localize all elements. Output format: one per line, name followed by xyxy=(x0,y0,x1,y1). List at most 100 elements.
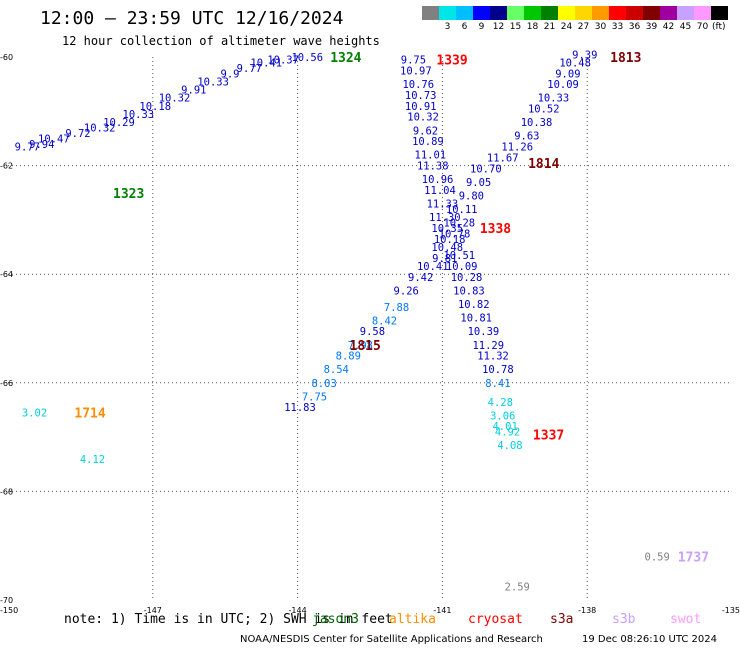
legend-swatch xyxy=(592,6,609,20)
wave-height-value: 10.32 xyxy=(84,123,116,135)
wave-height-value: 10.47 xyxy=(38,133,70,145)
footnote: note: 1) Time is in UTC; 2) SWH is in fe… xyxy=(64,612,393,627)
track-time-label: 1339 xyxy=(436,54,467,69)
wave-height-value: 7.98 xyxy=(348,340,373,352)
chart-title: 12:00 — 23:59 UTC 12/16/2024 xyxy=(40,8,344,29)
wave-height-value: 10.91 xyxy=(405,101,437,113)
wave-height-value: 3.02 xyxy=(22,408,47,420)
wave-height-value: 11.38 xyxy=(417,161,449,173)
x-tick-label: -144 xyxy=(289,606,307,615)
wave-height-value: 10.73 xyxy=(405,90,437,102)
wave-height-value: 9.72 xyxy=(65,128,90,140)
legend-tick-label: 6 xyxy=(461,22,468,32)
legend-tick-label: 24 xyxy=(560,22,573,32)
wave-height-value: 11.01 xyxy=(415,150,447,162)
wave-height-value: 9.39 xyxy=(572,49,597,61)
legend-tick-label: 39 xyxy=(645,22,658,32)
wave-height-value: 10.41 xyxy=(417,261,449,273)
wave-height-value: 8.42 xyxy=(372,315,397,327)
wave-height-value: 10.97 xyxy=(400,66,432,78)
wave-height-value: 10.78 xyxy=(482,364,514,376)
satellite-label-s3a: s3a xyxy=(550,612,574,627)
wave-height-value: 11.32 xyxy=(477,351,509,363)
track-time-label: 1338 xyxy=(480,222,511,237)
legend-tick-label: 18 xyxy=(526,22,539,32)
wave-height-value: 10.18 xyxy=(139,101,171,113)
legend-swatch xyxy=(575,6,592,20)
legend-swatch xyxy=(541,6,558,20)
wave-height-value: 10.11 xyxy=(446,204,478,216)
wave-height-value: 10.81 xyxy=(460,313,492,325)
wave-height-value: 8.89 xyxy=(336,351,361,363)
wave-height-value: 9.09 xyxy=(555,68,580,80)
track-time-label: 1737 xyxy=(678,551,709,566)
legend-swatch xyxy=(439,6,456,20)
wave-height-value: 9.9 xyxy=(221,68,240,80)
wave-height-value: 9.63 xyxy=(514,131,539,143)
wave-height-value: 4.28 xyxy=(488,397,513,409)
wave-height-value: 10.48 xyxy=(431,242,463,254)
legend-swatch xyxy=(456,6,473,20)
legend-swatch xyxy=(473,6,490,20)
legend-swatch xyxy=(490,6,507,20)
track-time-label: 1814 xyxy=(528,157,559,172)
satellite-label-jason3: jason3 xyxy=(312,612,359,627)
wave-height-value: 9.75 xyxy=(401,55,426,67)
legend-swatch xyxy=(694,6,711,20)
wave-height-value: 4.01 xyxy=(492,421,517,433)
wave-height-value: 10.48 xyxy=(559,57,591,69)
wave-height-value: 10.96 xyxy=(422,174,454,186)
wave-height-value: 9.62 xyxy=(413,125,438,137)
wave-height-value: 10.70 xyxy=(470,163,502,175)
wave-height-value: 9.05 xyxy=(466,177,491,189)
wave-height-value: 10.09 xyxy=(446,261,478,273)
wave-height-value: 3.06 xyxy=(490,410,515,422)
x-tick-label: -141 xyxy=(433,606,451,615)
wave-height-value: 7.75 xyxy=(302,391,327,403)
wave-height-value: 9.81 xyxy=(432,253,457,265)
legend-tick-label: 21 xyxy=(543,22,556,32)
chart-subtitle: 12 hour collection of altimeter wave hei… xyxy=(62,34,380,48)
y-tick-label: -60 xyxy=(0,53,13,62)
wave-height-value: 10.52 xyxy=(528,104,560,116)
wave-height-value: 10.32 xyxy=(159,93,191,105)
wave-height-value: 10.37 xyxy=(267,55,299,67)
wave-height-value: 10.82 xyxy=(458,299,490,311)
credit-line: NOAA/NESDIS Center for Satellite Applica… xyxy=(240,634,543,645)
legend-tick-label: 30 xyxy=(594,22,607,32)
legend-tick-label: 9 xyxy=(478,22,485,32)
legend-swatch xyxy=(507,6,524,20)
wave-height-value: 11.04 xyxy=(424,185,456,197)
satellite-label-cryosat: cryosat xyxy=(468,612,523,627)
legend-tick-label: 15 xyxy=(509,22,522,32)
track-time-label: 1324 xyxy=(330,51,361,66)
wave-height-value: 9.42 xyxy=(408,272,433,284)
wave-height-value: 2.59 xyxy=(505,581,530,593)
wave-height-value: 7.88 xyxy=(384,302,409,314)
wave-height-value: 11.30 xyxy=(429,212,461,224)
wave-height-value: 9.80 xyxy=(459,190,484,202)
legend-tick-label: 42 xyxy=(662,22,675,32)
wave-height-value: 8.03 xyxy=(311,378,336,390)
wave-height-value: 10.28 xyxy=(443,218,475,230)
wave-height-value: 10.33 xyxy=(538,93,570,105)
wave-height-value: 10.35 xyxy=(431,223,463,235)
legend-swatch xyxy=(677,6,694,20)
wave-height-value: 4.12 xyxy=(80,454,105,466)
track-time-label: 1337 xyxy=(533,428,564,443)
wave-height-value: 11.83 xyxy=(284,402,316,414)
y-tick-label: -62 xyxy=(0,162,13,171)
track-time-label: 1714 xyxy=(74,407,105,422)
wave-height-value: 10.09 xyxy=(547,79,579,91)
legend-tick-label: 27 xyxy=(577,22,590,32)
wave-height-value: 10.32 xyxy=(407,112,439,124)
legend-tick-label: 45 xyxy=(679,22,692,32)
legend-swatch xyxy=(711,6,728,20)
wave-height-value: 10.29 xyxy=(103,117,135,129)
wave-height-value: 10.83 xyxy=(453,285,485,297)
legend-swatch xyxy=(558,6,575,20)
wave-height-value: 0.59 xyxy=(645,552,670,564)
wave-height-value: 9.94 xyxy=(29,139,54,151)
wave-height-value: 10.76 xyxy=(402,79,434,91)
